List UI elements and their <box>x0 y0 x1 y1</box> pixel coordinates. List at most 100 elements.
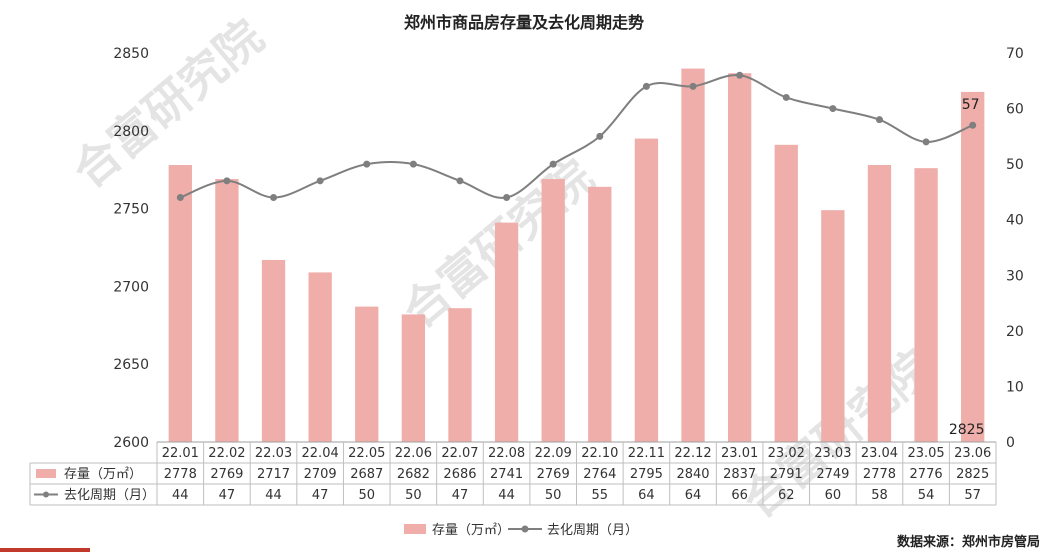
bar-22.07 <box>448 308 472 442</box>
category-label-22.05: 22.05 <box>348 446 385 461</box>
right-tick-60: 60 <box>1006 102 1024 118</box>
bar-last-label: 2825 <box>949 422 985 438</box>
table-cell-0-23.03: 2749 <box>816 467 849 482</box>
line-point-22.11 <box>642 82 650 90</box>
bar-22.05 <box>355 306 379 442</box>
bar-22.10 <box>588 186 612 442</box>
category-label-22.04: 22.04 <box>302 446 339 461</box>
category-label-23.06: 23.06 <box>954 446 991 461</box>
line-point-22.08 <box>503 193 511 201</box>
right-tick-70: 70 <box>1006 46 1024 62</box>
bar-22.09 <box>541 179 565 442</box>
bar-23.03 <box>821 210 845 442</box>
bar-22.04 <box>308 272 332 442</box>
table-row-label-0: 存量（万㎡） <box>64 467 142 482</box>
legend-line-label: 去化周期（月） <box>547 523 638 538</box>
table-cell-1-22.11: 64 <box>638 488 655 503</box>
table-cell-1-23.01: 66 <box>731 488 748 503</box>
left-tick-2700: 2700 <box>113 279 149 295</box>
table-row-label-1: 去化周期（月） <box>64 488 155 503</box>
table-cell-1-22.01: 44 <box>172 488 189 503</box>
line-point-22.02 <box>223 177 231 185</box>
category-label-23.03: 23.03 <box>814 446 851 461</box>
bar-22.03 <box>261 259 286 442</box>
category-label-22.12: 22.12 <box>674 446 711 461</box>
right-tick-50: 50 <box>1006 157 1024 173</box>
table-key-bar <box>36 469 56 478</box>
right-tick-10: 10 <box>1006 379 1024 395</box>
category-label-22.08: 22.08 <box>488 446 525 461</box>
line-point-22.12 <box>689 82 697 90</box>
legend-bar-swatch <box>404 524 426 534</box>
table-cell-0-22.12: 2840 <box>676 467 709 482</box>
line-series <box>176 71 977 201</box>
right-tick-0: 0 <box>1006 435 1015 451</box>
table-cell-0-23.01: 2837 <box>723 467 756 482</box>
table-cell-1-22.03: 44 <box>265 488 282 503</box>
table-cell-0-22.08: 2741 <box>490 467 523 482</box>
line-point-23.06 <box>969 121 977 129</box>
source-note: 数据来源：郑州市房管局 <box>897 534 1040 550</box>
bar-22.08 <box>494 222 519 442</box>
category-label-23.04: 23.04 <box>861 446 898 461</box>
table-cell-1-22.02: 47 <box>219 488 236 503</box>
right-tick-30: 30 <box>1006 268 1024 284</box>
bar-22.11 <box>634 138 659 442</box>
table-cell-1-22.05: 50 <box>358 488 375 503</box>
legend-line-dot <box>521 525 529 533</box>
table-cell-1-22.09: 50 <box>545 488 562 503</box>
table-cell-1-23.06: 57 <box>964 488 981 503</box>
category-label-22.02: 22.02 <box>208 446 245 461</box>
bar-22.12 <box>681 68 705 442</box>
bar-series <box>168 68 985 443</box>
left-tick-2750: 2750 <box>113 202 149 218</box>
chart-title: 郑州市商品房存量及去化周期走势 <box>404 13 644 32</box>
right-tick-40: 40 <box>1006 213 1024 229</box>
table-cell-0-23.02: 2791 <box>770 467 803 482</box>
line-point-22.05 <box>363 160 371 168</box>
line-point-22.06 <box>409 160 417 168</box>
bar-22.02 <box>215 179 239 442</box>
bar-22.06 <box>401 314 426 442</box>
table-cell-0-22.02: 2769 <box>210 467 243 482</box>
line-point-22.09 <box>549 160 557 168</box>
legend: 存量（万㎡） 去化周期（月） <box>404 523 638 538</box>
category-label-23.02: 23.02 <box>768 446 805 461</box>
line-point-23.05 <box>922 138 930 146</box>
table-cell-0-22.06: 2682 <box>397 467 430 482</box>
bar-22.01 <box>168 165 192 443</box>
table-cell-0-23.04: 2778 <box>863 467 896 482</box>
line-point-23.01 <box>736 71 744 79</box>
bar-23.02 <box>774 144 798 442</box>
category-label-22.06: 22.06 <box>395 446 432 461</box>
table-cell-0-22.11: 2795 <box>630 467 663 482</box>
bar-23.05 <box>914 168 938 443</box>
line-point-23.03 <box>829 105 837 113</box>
table-cell-0-22.01: 2778 <box>164 467 197 482</box>
left-tick-2850: 2850 <box>113 46 149 62</box>
line-point-23.04 <box>875 116 883 124</box>
category-label-22.03: 22.03 <box>255 446 292 461</box>
table-cell-1-22.06: 50 <box>405 488 422 503</box>
watermark-0: 合富研究院 <box>62 9 273 198</box>
data-table: 22.01 22.02 22.03 22.04 22.05 22.06 22.07 22.08… <box>29 441 997 506</box>
data-labels: 57 2825 <box>949 97 985 438</box>
line-point-22.01 <box>176 193 184 201</box>
line-point-22.07 <box>456 177 464 185</box>
line-point-22.10 <box>596 132 604 140</box>
left-tick-2650: 2650 <box>113 357 149 373</box>
category-label-22.10: 22.10 <box>581 446 618 461</box>
table-cell-1-22.07: 47 <box>452 488 469 503</box>
table-cell-1-22.10: 55 <box>592 488 609 503</box>
table-cell-1-22.04: 47 <box>312 488 329 503</box>
category-label-22.07: 22.07 <box>441 446 478 461</box>
footer-accent-bar <box>0 548 90 552</box>
right-tick-20: 20 <box>1006 324 1024 340</box>
category-label-22.09: 22.09 <box>535 446 572 461</box>
right-axis: 0 10 20 30 40 50 60 70 <box>1006 46 1024 451</box>
table-cell-1-23.03: 60 <box>825 488 842 503</box>
table-cell-0-22.07: 2686 <box>443 467 476 482</box>
line-point-23.02 <box>782 93 790 101</box>
left-tick-2600: 2600 <box>113 435 149 451</box>
table-cell-0-22.10: 2764 <box>583 467 616 482</box>
